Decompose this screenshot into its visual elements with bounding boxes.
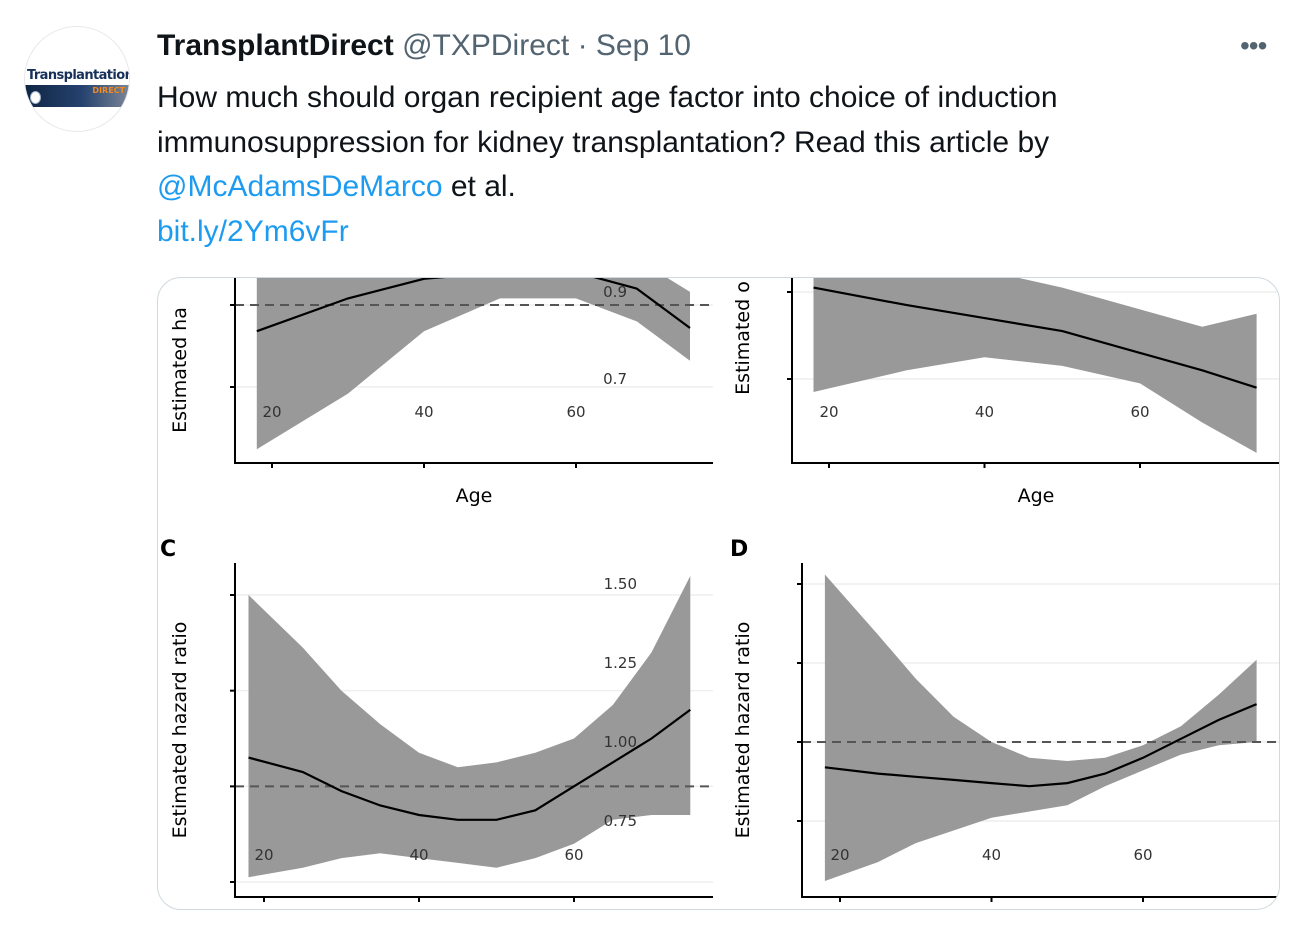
tweet-text: How much should organ recipient age fact… (157, 76, 1267, 254)
panel-d-y-axis-label: Estimated hazard ratio (732, 622, 754, 839)
panel-b-y-axis-label: Estimated o (732, 281, 754, 395)
tweet-header: TransplantDirect @TXPDirect · Sep 10 (157, 28, 691, 64)
panel-d-y-tick-label-0: 0.75 (604, 812, 637, 830)
panel-d-x-tick-label-1: 40 (982, 846, 1001, 864)
panel-a-estimate-line (256, 278, 691, 333)
panel-c-label: C (160, 537, 176, 562)
mention-link[interactable]: @McAdamsDeMarco (157, 170, 443, 203)
panel-c-estimate-line (248, 708, 691, 821)
panel-d-label: D (730, 537, 748, 562)
article-link[interactable]: bit.ly/2Ym6vFr (157, 214, 349, 248)
panel-d-x-tick-label-2: 60 (1133, 846, 1152, 864)
tweet-date[interactable]: Sep 10 (595, 29, 691, 62)
tweet-text-line-3: @McAdamsDeMarco et al. (157, 165, 1267, 210)
tweet-text-line-2: immunosuppression for kidney transplanta… (157, 125, 1050, 159)
display-name[interactable]: TransplantDirect (157, 29, 394, 62)
panel-c-x-tick-label-0: 20 (254, 846, 273, 864)
avatar[interactable]: Transplantation DIRECT (24, 26, 130, 132)
panel-b-x-tick-label-2: 60 (1130, 403, 1149, 421)
panel-a-x-tick-label-1: 40 (414, 403, 433, 421)
avatar-logo-sub: DIRECT (92, 86, 125, 95)
panel-b-y-tick-label-1: 0.9 (603, 283, 627, 301)
panel-c-y-axis-label: Estimated hazard ratio (169, 622, 191, 839)
panel-b-x-tick-label-0: 20 (819, 403, 838, 421)
panel-d-estimate-line (824, 703, 1258, 788)
panel-b-y-tick-label-0: 0.7 (603, 370, 627, 388)
panel-c-confidence-band (248, 575, 691, 878)
panel-a-y-axis-label: Estimated ha (169, 307, 191, 433)
panel-a-x-tick-label-0: 20 (262, 403, 281, 421)
separator-dot: · (577, 29, 588, 62)
panel-d-y-tick-label-2: 1.25 (604, 654, 637, 672)
panel-d-y-tick-label-3: 1.50 (604, 575, 637, 593)
panel-b-x-tick-label-1: 40 (975, 403, 994, 421)
panel-a-confidence-band (256, 278, 690, 450)
avatar-seal-icon (30, 91, 41, 104)
panel-c-x-tick-label-1: 40 (409, 846, 428, 864)
panel-a-x-axis-label: Age (456, 485, 493, 507)
panel-b-confidence-band (813, 278, 1257, 453)
user-handle[interactable]: @TXPDirect (402, 29, 570, 62)
panel-b-estimate-line (813, 286, 1257, 389)
panel-d-x-tick-label-0: 20 (830, 846, 849, 864)
avatar-logo-text: Transplantation (27, 68, 130, 83)
mention-suffix: et al. (442, 170, 516, 203)
panel-c-x-tick-label-2: 60 (564, 846, 583, 864)
panel-d-y-tick-label-1: 1.00 (604, 733, 637, 751)
panel-a-x-tick-label-2: 60 (566, 403, 585, 421)
panel-d-confidence-band (824, 574, 1257, 881)
panel-b-x-axis-label: Age (1018, 485, 1055, 507)
charts-figure: 0.75 1.00 20 40 60 Estimated ha Age 0.7 0.9 20 40 6… (160, 278, 1279, 902)
avatar-banner (25, 85, 129, 107)
tweet-text-line-1: How much should organ recipient age fact… (157, 81, 1058, 114)
more-icon[interactable]: ••• (1240, 30, 1267, 61)
tweet-media-image[interactable]: 0.75 1.00 20 40 60 Estimated ha Age 0.7 0.9 20 40 6… (157, 277, 1280, 910)
